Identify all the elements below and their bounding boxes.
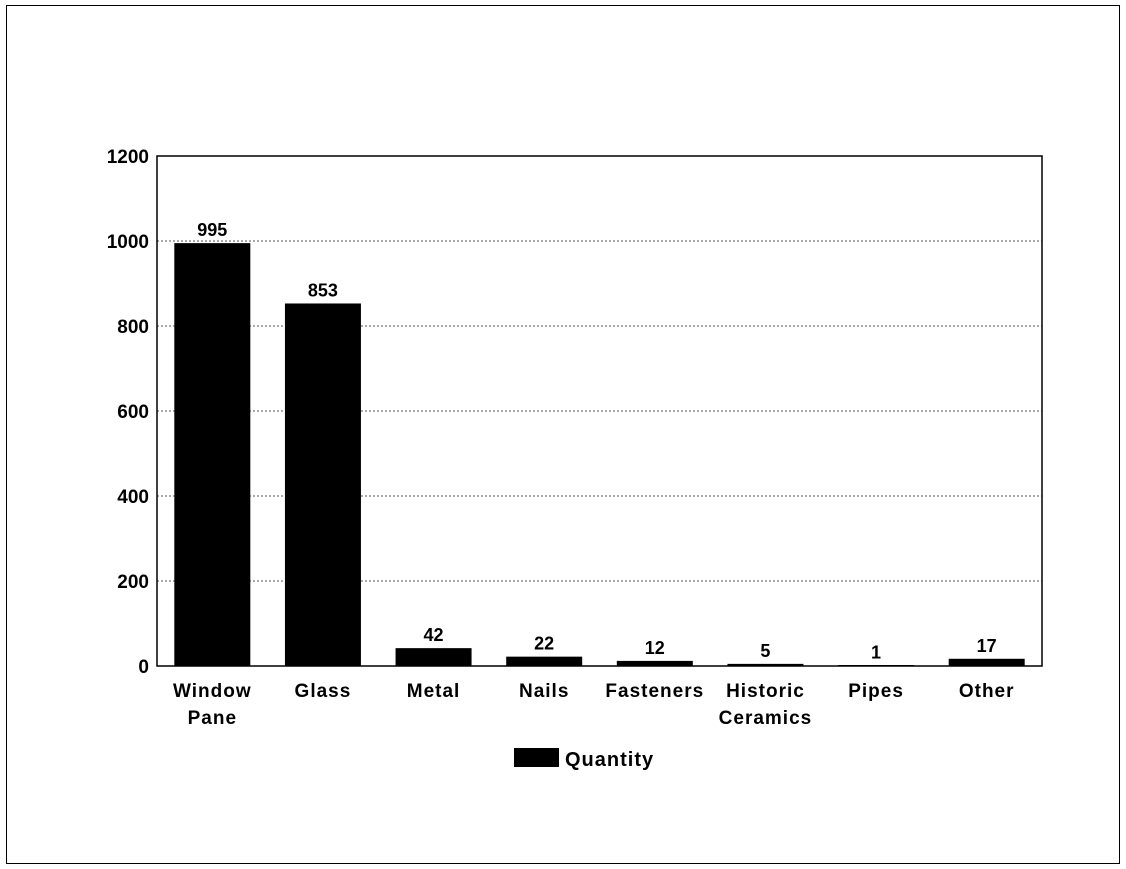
bar (284, 303, 361, 666)
data-label: 995 (197, 220, 227, 240)
legend: Quantity (514, 748, 654, 771)
bar (616, 660, 693, 666)
data-labels: 995 853 42 22 12 5 1 17 (197, 220, 996, 662)
y-axis-ticks: 0 200 400 600 800 1000 1200 (107, 147, 149, 678)
bar (948, 658, 1025, 666)
y-tick-label: 400 (117, 487, 149, 508)
x-category-label: Glass (295, 681, 352, 702)
plot-area-border (156, 155, 1043, 667)
x-category-label: Pane (188, 708, 237, 729)
data-label: 12 (645, 638, 665, 658)
bar (174, 243, 251, 666)
bar (727, 663, 804, 666)
y-tick-label: 1000 (107, 232, 149, 253)
x-axis-categories: Window Pane Glass Metal Nails Fasteners Histor… (173, 681, 1015, 729)
x-category-label: Historic (726, 681, 805, 702)
data-label: 853 (308, 280, 338, 300)
data-label: 5 (760, 641, 770, 661)
x-category-label: Fasteners (605, 681, 704, 702)
bars (174, 243, 1025, 666)
y-tick-label: 1200 (107, 147, 149, 168)
y-tick-label: 200 (117, 572, 149, 593)
data-label: 42 (424, 625, 444, 645)
legend-label: Quantity (565, 749, 654, 771)
legend-swatch (514, 748, 559, 767)
x-category-label: Metal (407, 681, 461, 702)
gridlines (157, 240, 1042, 582)
x-category-label: Pipes (848, 681, 904, 702)
x-category-label: Other (959, 681, 1015, 702)
y-tick-label: 0 (138, 657, 149, 678)
data-label: 1 (871, 643, 881, 663)
y-tick-label: 600 (117, 402, 149, 423)
bar (506, 656, 583, 666)
data-label: 22 (534, 634, 554, 654)
bar (395, 648, 472, 666)
x-category-label: Nails (519, 681, 569, 702)
chart-frame (6, 5, 1120, 864)
x-category-label: Ceramics (719, 708, 813, 729)
y-tick-label: 800 (117, 317, 149, 338)
x-category-label: Window (173, 681, 252, 702)
data-label: 17 (977, 636, 997, 656)
